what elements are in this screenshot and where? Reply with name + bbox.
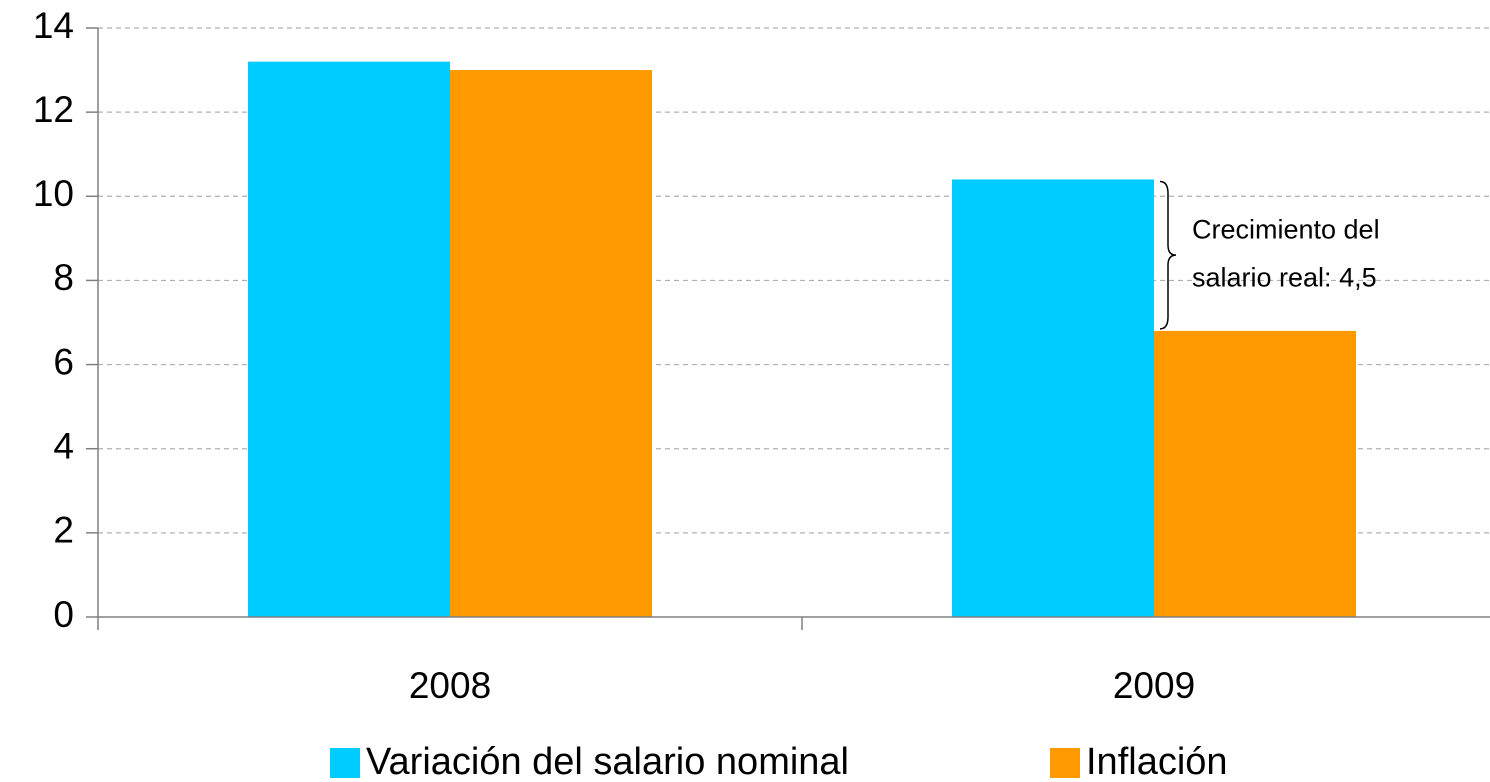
legend-label: Inflación: [1086, 741, 1228, 782]
legend-swatch: [1050, 748, 1080, 778]
annotation: Crecimiento del: [1192, 214, 1380, 244]
y-tick-label: 0: [53, 594, 74, 635]
bar: [952, 179, 1154, 617]
bar: [450, 70, 652, 618]
annotation: salario real: 4,5: [1192, 262, 1377, 292]
y-tick-label: 2: [53, 510, 74, 551]
y-tick-label: 4: [53, 425, 74, 466]
y-tick-label: 6: [53, 341, 74, 382]
bar: [1154, 330, 1356, 617]
y-tick-label: 12: [33, 89, 74, 130]
x-tick-label: 2009: [1113, 665, 1195, 706]
y-tick-label: 10: [33, 173, 74, 214]
y-tick-label: 8: [53, 257, 74, 298]
brace: [1159, 180, 1177, 330]
bar: [248, 61, 450, 617]
legend-swatch: [330, 748, 360, 778]
y-tick-label: 14: [33, 5, 74, 46]
x-tick-label: 2008: [409, 665, 491, 706]
legend-label: Variación del salario nominal: [366, 741, 849, 782]
